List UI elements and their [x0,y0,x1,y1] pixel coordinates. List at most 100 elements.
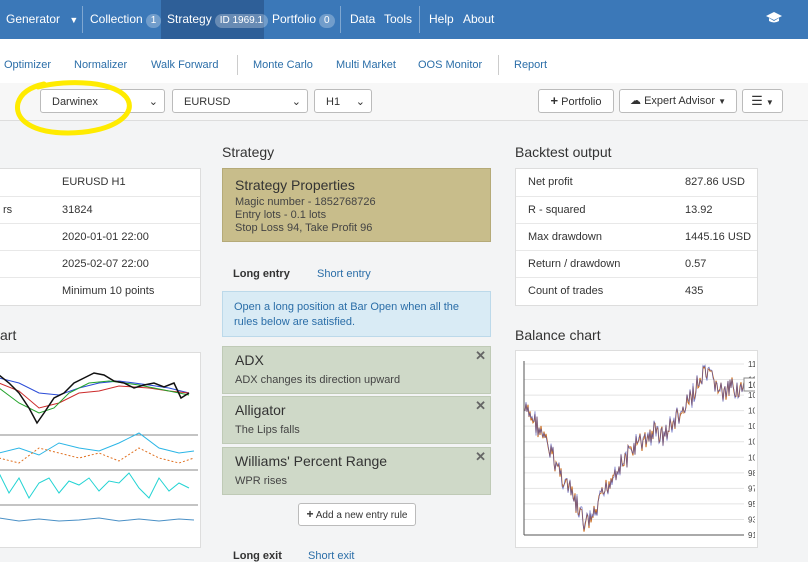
row-value: 1445.16 USD [685,231,752,243]
y-tick-label: 9700 [748,484,755,493]
table-row: EURUSD H1 [0,169,200,196]
balance-chart-svg: 1106010890107201055010380102101004098709… [523,360,777,540]
broker-select-value: Darwinex [52,96,98,108]
entry-lots: Entry lots - 0.1 lots [235,209,327,221]
entry-info-text: Open a long position at Bar Open when al… [234,301,460,328]
row-value: 31824 [62,204,93,216]
subnav-monte-carlo[interactable]: Monte Carlo [253,59,313,71]
nav-about[interactable]: About [463,12,495,26]
tab-long-exit[interactable]: Long exit [233,550,282,562]
strategy-toolbar: Darwinex ⌄ EURUSD ⌄ H1 ⌄ + Portfolio ☁ Expe… [0,83,808,121]
table-row: Max drawdown 1445.16 USD [516,223,757,250]
rule-title: Williams' Percent Range [235,453,388,469]
row-label: Net profit [528,176,573,188]
indicator-chart [0,352,201,548]
strategy-subnav: Optimizer Normalizer Walk Forward Monte … [0,39,808,84]
expert-advisor-button[interactable]: ☁ Expert Advisor ▼ [619,89,737,113]
subnav-report[interactable]: Report [514,59,548,71]
entry-rule-williams[interactable]: Williams' Percent Range WPR rises ✕ [222,447,491,495]
portfolio-button-label: Portfolio [561,96,602,108]
portfolio-count-badge: 0 [319,14,335,28]
table-row: 2020-01-01 22:00 [0,223,200,250]
y-tick-label: 10380 [748,422,755,431]
tab-short-entry[interactable]: Short entry [317,268,371,280]
entry-rule-adx[interactable]: ADX ADX changes its direction upward ✕ [222,346,491,394]
nav-data[interactable]: Data [350,12,376,26]
nav-strategy[interactable]: Strategy ID 1969.1 [167,0,269,39]
subnav-multi-market[interactable]: Multi Market [336,59,396,71]
magic-number: Magic number - 1852768726 [235,196,376,208]
row-label: rs [3,204,13,216]
strategy-title: Strategy [222,144,275,160]
y-tick-label: 10040 [748,453,755,462]
entry-rule-alligator[interactable]: Alligator The Lips falls ✕ [222,396,491,444]
indicator-chart-svg [0,372,198,522]
broker-select[interactable]: Darwinex ⌄ [40,89,165,113]
caret-down-icon: ▼ [69,15,79,25]
period-select[interactable]: H1 ⌄ [314,89,372,113]
table-row: 2025-02-07 22:00 [0,250,200,277]
nav-help[interactable]: Help [429,12,454,26]
nav-collection[interactable]: Collection 1 [90,0,162,39]
nav-generator[interactable]: Generator ▼ [6,0,78,39]
table-row: Return / drawdown 0.57 [516,250,757,277]
row-value: 2025-02-07 22:00 [62,258,149,270]
nav-tools[interactable]: Tools [384,12,413,26]
expert-advisor-label: Expert Advisor [644,95,715,107]
nav-divider [340,6,341,33]
subnav-optimizer[interactable]: Optimizer [4,59,52,71]
close-icon[interactable]: ✕ [475,449,486,464]
add-entry-rule-button[interactable]: + Add a new entry rule [298,503,416,526]
row-value: 0.57 [685,258,707,270]
table-row: R - squared 13.92 [516,196,757,223]
period-select-value: H1 [326,96,341,108]
add-to-portfolio-button[interactable]: + Portfolio [538,89,614,113]
subnav-walk-forward[interactable]: Walk Forward [151,59,219,71]
close-icon[interactable]: ✕ [475,398,486,413]
subnav-normalizer[interactable]: Normalizer [74,59,128,71]
tab-long-entry[interactable]: Long entry [233,268,290,280]
y-tick-label: 9530 [748,500,755,509]
y-tick-label: 9870 [748,469,755,478]
y-tick-label: 9360 [748,515,755,524]
row-value: 2020-01-01 22:00 [62,231,149,243]
y-tick-label: 10720 [748,391,755,400]
symbol-select[interactable]: EURUSD ⌄ [172,89,308,113]
caret-down-icon: ▼ [765,98,774,107]
table-row: Net profit 827.86 USD [516,169,757,196]
table-row: Minimum 10 points [0,277,200,304]
subnav-divider [237,55,238,75]
rule-title: ADX [235,352,264,368]
rule-description: WPR rises [235,475,287,487]
backtest-title: Backtest output [515,144,612,160]
caret-down-icon: ▼ [718,97,726,106]
annotation-circle [15,80,132,136]
graduation-cap-icon[interactable] [766,11,782,28]
menu-button[interactable]: ☰ ▼ [742,89,783,113]
tab-short-exit[interactable]: Short exit [308,550,355,562]
rule-description: ADX changes its direction upward [235,374,401,386]
table-row: Count of trades 435 [516,277,757,304]
row-label: R - squared [528,204,586,216]
row-value: EURUSD H1 [62,176,126,188]
row-label: Count of trades [528,285,604,297]
current-value-label: 10828 [748,380,755,390]
y-tick-label: 10210 [748,438,755,447]
rule-title: Alligator [235,402,286,418]
table-row: rs 31824 [0,196,200,223]
hamburger-icon: ☰ [751,93,763,108]
y-tick-label: 9190 [748,531,755,540]
close-icon[interactable]: ✕ [475,348,486,363]
nav-portfolio-label: Portfolio [272,12,317,26]
add-entry-rule-label: Add a new entry rule [315,510,408,521]
market-info-table: EURUSD H1 rs 31824 2020-01-01 22:00 2025-… [0,168,201,306]
nav-portfolio[interactable]: Portfolio 0 [272,0,335,39]
balance-chart-title: Balance chart [515,327,601,343]
strategy-properties-panel[interactable]: Strategy Properties Magic number - 18527… [222,168,491,242]
nav-generator-label: Generator [6,12,61,26]
subnav-divider [498,55,499,75]
y-tick-label: 11060 [748,360,755,369]
subnav-oos-monitor[interactable]: OOS Monitor [418,59,483,71]
row-value: 13.92 [685,204,713,216]
backtest-table: Net profit 827.86 USD R - squared 13.92 Ma… [515,168,758,306]
